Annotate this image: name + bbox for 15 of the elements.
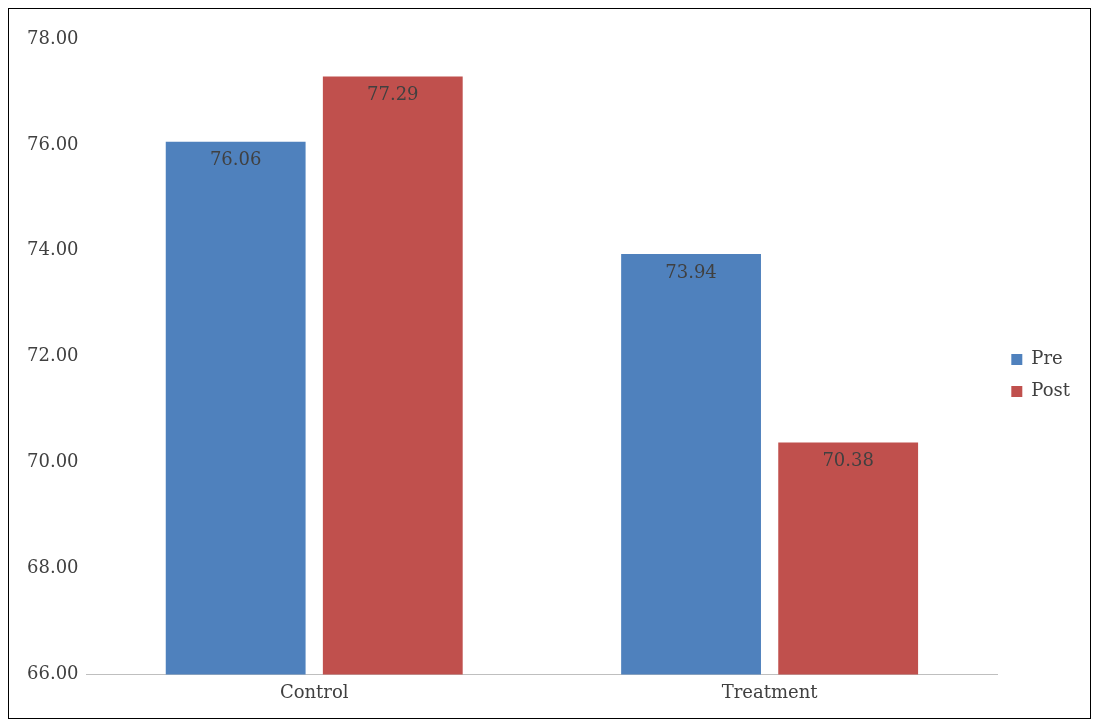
- y-tick-label: 74.00: [27, 238, 79, 260]
- x-tick-label: Control: [279, 680, 349, 702]
- x-tick-label: Treatment: [721, 680, 819, 702]
- y-tick-label: 70.00: [27, 450, 79, 472]
- y-tick-label: 76.00: [27, 132, 79, 154]
- data-label: 77.29: [367, 83, 419, 105]
- data-label: 73.94: [665, 260, 717, 282]
- legend-label: Pre: [1031, 347, 1063, 369]
- data-label: 76.06: [209, 148, 262, 170]
- legend-label: Post: [1031, 379, 1071, 401]
- y-tick-label: 78.00: [27, 26, 79, 48]
- y-tick-label: 72.00: [27, 344, 79, 366]
- y-tick-label: 66.00: [27, 662, 79, 684]
- y-tick-label: 68.00: [27, 556, 79, 578]
- data-label: 70.38: [822, 449, 874, 471]
